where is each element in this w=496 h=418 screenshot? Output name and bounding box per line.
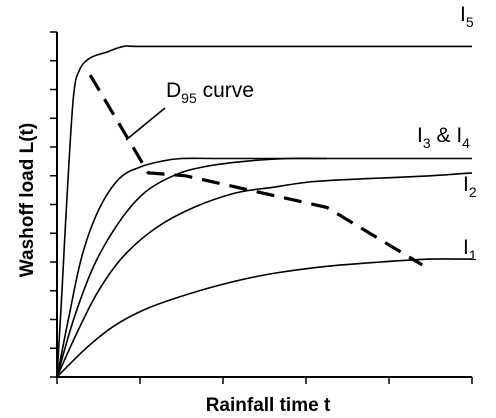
washoff-curve-3 — [56, 157, 327, 378]
axes — [50, 31, 473, 384]
y-axis-title: Washoff load L(t) — [17, 123, 38, 277]
labels: I5 I3 & I4 I2 I1 D95 curve — [166, 3, 477, 263]
d95-label: D95 curve — [166, 79, 254, 106]
washoff-curve-5 — [56, 258, 473, 378]
curve-label-5: I1 — [463, 236, 477, 263]
curve-label-4: I2 — [463, 173, 477, 200]
d95-dashed-curve — [88, 74, 424, 267]
washoff-curve-1 — [56, 45, 472, 378]
curve-label-2: I3 & I4 — [417, 124, 470, 151]
washoff-curve-2 — [56, 157, 472, 378]
washoff-curve-4 — [56, 172, 473, 378]
curves — [56, 45, 473, 378]
x-axis-title: Rainfall time t — [206, 395, 331, 416]
d95-layer — [88, 74, 424, 267]
d95-leader-line — [125, 107, 166, 141]
curve-label-1: I5 — [460, 3, 474, 30]
